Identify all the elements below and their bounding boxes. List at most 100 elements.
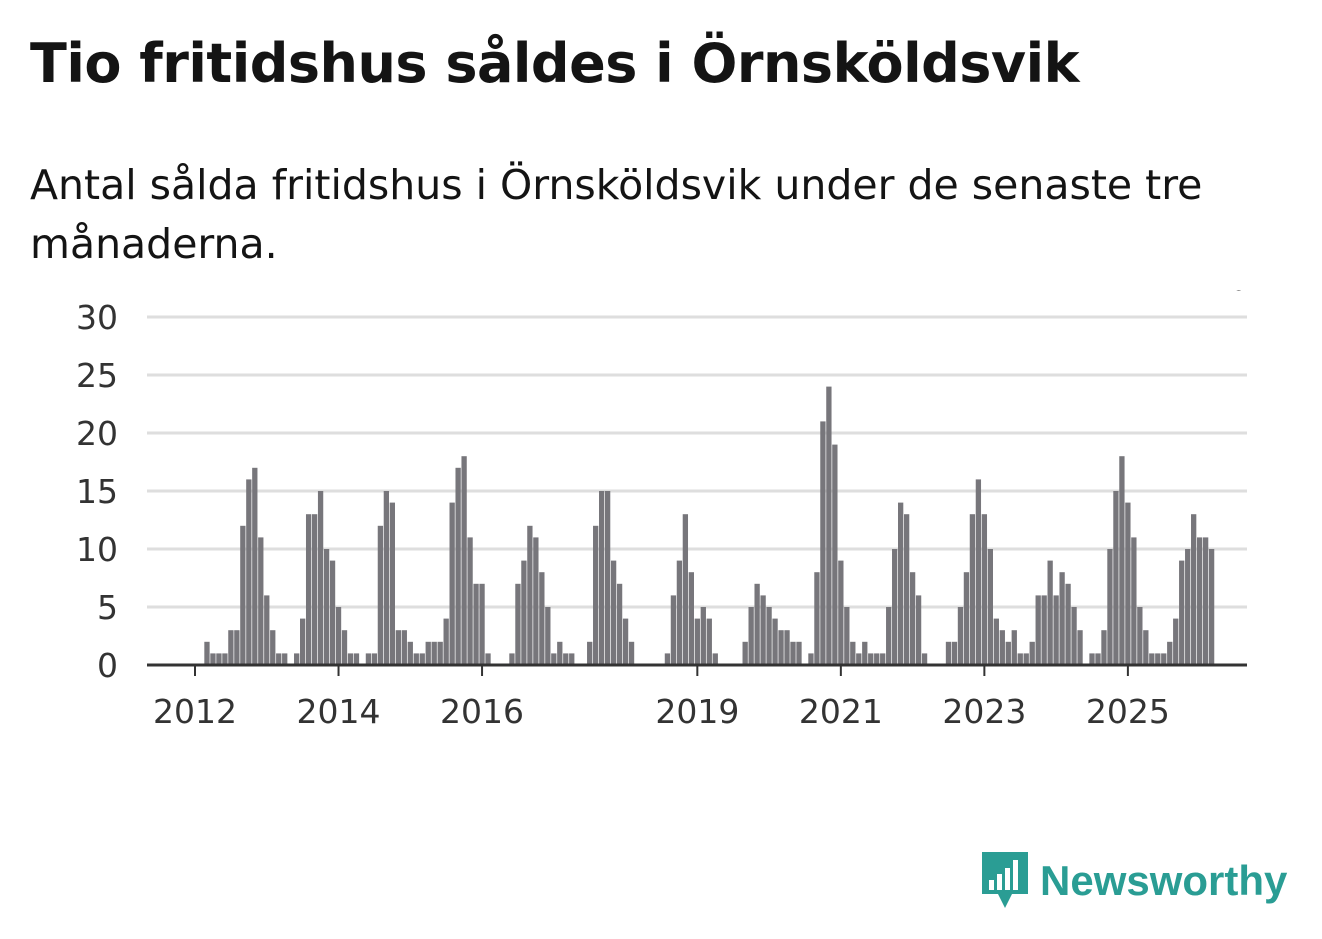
- bar: [694, 618, 700, 665]
- bar: [270, 630, 276, 665]
- bar: [892, 549, 898, 665]
- bar: [515, 583, 521, 665]
- bar: [981, 514, 988, 665]
- highlight-value-label: 10: [1211, 290, 1248, 297]
- x-tick-label: 2023: [942, 692, 1026, 731]
- bar: [903, 514, 910, 665]
- bar: [527, 525, 533, 665]
- bar: [216, 653, 222, 665]
- bar: [419, 653, 425, 665]
- bar: [1143, 630, 1149, 665]
- y-tick-label: 30: [76, 298, 118, 337]
- bar: [1101, 630, 1107, 665]
- bar: [533, 537, 539, 665]
- chart-subtitle: Antal sålda fritidshus i Örnsköldsvik un…: [30, 161, 1203, 268]
- x-tick-label: 2016: [440, 692, 524, 731]
- bar: [1035, 595, 1041, 665]
- bar: [676, 560, 683, 665]
- bar: [1107, 549, 1113, 665]
- bar: [814, 572, 820, 665]
- bar: [1137, 607, 1143, 665]
- bar: [1131, 537, 1137, 665]
- bar: [347, 653, 354, 665]
- bar: [832, 444, 838, 665]
- bar: [311, 514, 318, 665]
- x-tick-label: 2019: [655, 692, 739, 731]
- bar: [485, 653, 491, 665]
- bar: [413, 653, 419, 665]
- bar: [443, 618, 449, 665]
- x-tick-label: 2025: [1086, 692, 1170, 731]
- bar: [670, 595, 677, 665]
- bar: [246, 479, 252, 665]
- bar: [772, 618, 778, 665]
- bar: [228, 630, 234, 665]
- bar: [1185, 549, 1191, 665]
- bar: [1095, 653, 1101, 665]
- bar: [1119, 456, 1125, 665]
- bar: [437, 641, 443, 665]
- bar: [258, 537, 264, 665]
- bar: [1179, 560, 1185, 665]
- bar: [628, 641, 635, 665]
- brand-name: Newsworthy: [1040, 857, 1288, 904]
- bar: [1173, 618, 1179, 665]
- bar: [1089, 653, 1095, 665]
- bar: [880, 653, 886, 665]
- bar: [886, 607, 892, 665]
- bar: [425, 641, 431, 665]
- bar: [1161, 653, 1167, 665]
- x-tick-label: 2012: [153, 692, 237, 731]
- bar: [1191, 514, 1197, 665]
- bar: [294, 653, 300, 665]
- bar: [856, 653, 862, 665]
- y-tick-label: 25: [76, 356, 118, 395]
- bar: [1011, 630, 1017, 665]
- bar: [1005, 641, 1011, 665]
- bar: [234, 630, 240, 665]
- bar: [1197, 537, 1203, 665]
- bar: [431, 641, 437, 665]
- bar: [862, 641, 868, 665]
- bar: [1029, 641, 1035, 665]
- bar: [766, 607, 772, 665]
- bar: [467, 537, 473, 665]
- bar: [951, 641, 958, 665]
- bar: [1017, 653, 1023, 665]
- bar: [407, 641, 413, 665]
- bar: [371, 653, 378, 665]
- y-tick-label: 5: [97, 588, 118, 627]
- bar: [1023, 653, 1029, 665]
- bar: [1167, 641, 1173, 665]
- bar: [300, 618, 306, 665]
- bar: [1047, 560, 1053, 665]
- bar: [473, 583, 479, 665]
- bar: [1125, 502, 1131, 665]
- bar: [754, 583, 760, 665]
- bar: [545, 607, 551, 665]
- bar: [449, 502, 455, 665]
- bar: [975, 479, 982, 665]
- bar: [335, 607, 342, 665]
- bar: [282, 653, 288, 665]
- bar: [682, 514, 689, 665]
- newsworthy-logo: Newsworthy: [980, 850, 1287, 912]
- bar: [610, 560, 617, 665]
- bar: [539, 572, 545, 665]
- bar: [204, 641, 210, 665]
- bar: [1077, 630, 1083, 665]
- bar: [778, 630, 784, 665]
- bar: [844, 607, 850, 665]
- y-tick-label: 20: [76, 414, 118, 453]
- bar: [820, 421, 826, 665]
- bar: [760, 595, 766, 665]
- bar: [401, 630, 407, 665]
- bar: [389, 502, 395, 665]
- bar: [317, 491, 324, 665]
- y-tick-label: 10: [76, 530, 118, 569]
- bar: [706, 618, 712, 665]
- bar: [479, 583, 485, 665]
- bar: [509, 653, 515, 665]
- bar: [395, 630, 401, 665]
- bar: [329, 560, 336, 665]
